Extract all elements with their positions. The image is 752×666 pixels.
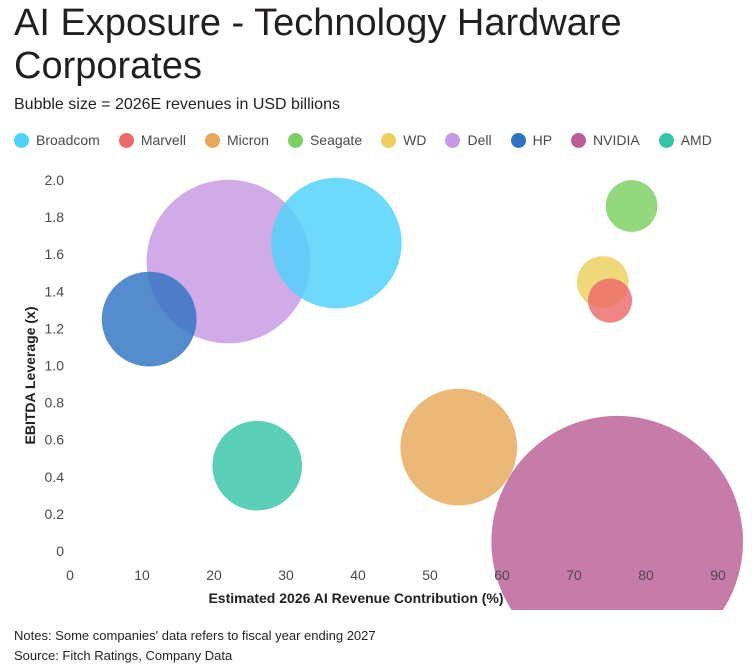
x-tick-label: 70: [566, 567, 582, 583]
legend-swatch-amd: [658, 132, 674, 148]
y-tick-label: 1.6: [45, 246, 65, 262]
x-tick-label: 80: [638, 567, 654, 583]
y-tick-label: 1.2: [45, 320, 65, 336]
legend-swatch-micron: [204, 132, 220, 148]
y-tick-label: 0.6: [45, 432, 65, 448]
bubble-amd: [212, 420, 302, 511]
legend-item-micron: Micron: [204, 132, 269, 148]
x-tick-label: 90: [710, 567, 726, 583]
legend-label-wd: WD: [403, 132, 427, 148]
legend-swatch-wd: [381, 132, 397, 148]
chart-notes: Notes: Some companies' data refers to fi…: [14, 626, 376, 666]
x-tick-label: 50: [422, 567, 438, 583]
legend-item-dell: Dell: [445, 132, 492, 148]
bubble-chart: 0 0.2 0.4 0.6 0.8 1.0 1.2 1.4 1.6 1.8 2.0 0 10 20 30 40…: [22, 172, 743, 610]
notes-text: Notes: Some companies' data refers to fi…: [14, 628, 376, 643]
legend-label-dell: Dell: [467, 132, 492, 148]
x-tick-label: 40: [350, 567, 366, 583]
legend-label-seagate: Seagate: [309, 132, 363, 148]
x-tick-label: 60: [494, 567, 510, 583]
y-tick-label: 0.8: [45, 395, 65, 411]
legend-swatch-hp: [510, 132, 526, 148]
y-tick-label: 0.4: [45, 469, 65, 485]
bubble-marvell: [587, 278, 633, 323]
source-text: Source: Fitch Ratings, Company Data: [14, 648, 233, 663]
y-tick-label: 1.0: [45, 358, 65, 374]
legend-label-nvidia: NVIDIA: [593, 132, 640, 148]
x-tick-label: 30: [278, 567, 294, 583]
legend-label-amd: AMD: [680, 132, 712, 148]
legend-item-seagate: Seagate: [287, 132, 363, 148]
legend-item-hp: HP: [510, 132, 553, 148]
y-axis-title: EBITDA Leverage (x): [22, 307, 38, 445]
legend-label-micron: Micron: [226, 132, 269, 148]
chart-title: AI Exposure - Technology Hardware Corpor…: [14, 2, 622, 87]
x-tick-label: 20: [206, 567, 222, 583]
legend-item-nvidia: NVIDIA: [571, 132, 640, 148]
legend-label-broadcom: Broadcom: [36, 132, 100, 148]
bubble-broadcom: [271, 177, 402, 309]
legend-swatch-dell: [445, 132, 461, 148]
legend-swatch-marvell: [118, 132, 134, 148]
x-tick-label: 0: [66, 567, 74, 583]
x-axis-title: Estimated 2026 AI Revenue Contribution (…: [208, 590, 503, 606]
legend: Broadcom Marvell Micron Seagate WD Dell HP NVID…: [14, 130, 731, 150]
legend-item-amd: AMD: [658, 132, 712, 148]
bubble-nvidia: [491, 415, 743, 610]
y-tick-label: 2.0: [45, 172, 65, 188]
legend-swatch-seagate: [287, 132, 303, 148]
bubble-hp: [101, 271, 197, 367]
x-tick-label: 10: [134, 567, 150, 583]
legend-item-wd: WD: [381, 132, 426, 148]
chart-subtitle: Bubble size = 2026E revenues in USD bill…: [14, 96, 340, 113]
y-tick-label: 1.4: [45, 283, 65, 299]
legend-swatch-nvidia: [571, 132, 587, 148]
legend-swatch-broadcom: [14, 132, 29, 148]
y-tick-label: 0: [56, 543, 64, 559]
legend-label-marvell: Marvell: [140, 132, 186, 148]
legend-label-hp: HP: [532, 132, 553, 148]
legend-item-marvell: Marvell: [118, 132, 186, 148]
bubble-micron: [400, 388, 518, 506]
legend-item-broadcom: Broadcom: [14, 132, 100, 148]
y-tick-label: 1.8: [45, 209, 65, 225]
y-tick-label: 0.2: [45, 506, 65, 522]
bubble-seagate: [605, 180, 658, 232]
